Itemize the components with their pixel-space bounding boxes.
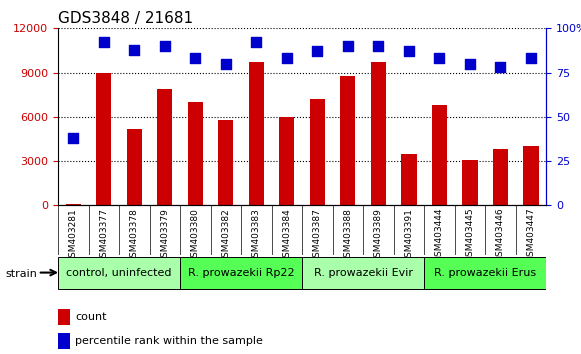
Text: GSM403378: GSM403378	[130, 208, 139, 263]
Text: GSM403389: GSM403389	[374, 208, 383, 263]
Point	[374, 43, 383, 49]
FancyBboxPatch shape	[424, 257, 546, 289]
Point	[526, 56, 536, 61]
Text: GSM403383: GSM403383	[252, 208, 261, 263]
Bar	[58, 333, 70, 349]
Bar	[371, 62, 386, 205]
Bar	[493, 149, 508, 205]
Point	[465, 61, 475, 67]
Text: control, uninfected: control, uninfected	[66, 268, 172, 278]
Point	[221, 61, 231, 67]
Text: R. prowazekii Erus: R. prowazekii Erus	[434, 268, 536, 278]
Point	[252, 40, 261, 45]
Point	[160, 43, 170, 49]
Text: GSM403382: GSM403382	[221, 208, 230, 263]
Point	[282, 56, 292, 61]
Text: strain: strain	[6, 269, 38, 279]
Bar	[58, 309, 70, 325]
Bar	[523, 146, 539, 205]
Text: GSM403444: GSM403444	[435, 208, 444, 262]
FancyBboxPatch shape	[58, 257, 180, 289]
Text: GDS3848 / 21681: GDS3848 / 21681	[58, 11, 193, 26]
Bar	[462, 160, 478, 205]
Point	[99, 40, 109, 45]
Bar	[310, 99, 325, 205]
Text: GSM403445: GSM403445	[465, 208, 474, 262]
Text: GSM403379: GSM403379	[160, 208, 169, 263]
Text: GSM403380: GSM403380	[191, 208, 200, 263]
Text: GSM403281: GSM403281	[69, 208, 78, 263]
Text: count: count	[75, 312, 107, 322]
Bar	[218, 120, 234, 205]
Point	[191, 56, 200, 61]
Text: percentile rank within the sample: percentile rank within the sample	[75, 336, 263, 346]
Bar	[340, 75, 356, 205]
Bar	[157, 89, 173, 205]
Text: GSM403447: GSM403447	[526, 208, 535, 262]
Bar	[96, 73, 112, 205]
FancyBboxPatch shape	[180, 257, 302, 289]
Bar	[432, 105, 447, 205]
Point	[130, 47, 139, 52]
Text: GSM403387: GSM403387	[313, 208, 322, 263]
Point	[435, 56, 444, 61]
FancyBboxPatch shape	[302, 257, 424, 289]
Bar	[279, 117, 295, 205]
Text: GSM403384: GSM403384	[282, 208, 291, 263]
Bar	[401, 154, 417, 205]
Point	[496, 64, 505, 70]
Bar	[127, 129, 142, 205]
Bar	[249, 62, 264, 205]
Text: GSM403377: GSM403377	[99, 208, 108, 263]
Bar	[188, 102, 203, 205]
Text: GSM403388: GSM403388	[343, 208, 352, 263]
Text: R. prowazekii Evir: R. prowazekii Evir	[314, 268, 413, 278]
Text: GSM403391: GSM403391	[404, 208, 413, 263]
Point	[343, 43, 353, 49]
Bar	[66, 204, 81, 205]
Text: R. prowazekii Rp22: R. prowazekii Rp22	[188, 268, 295, 278]
Point	[69, 135, 78, 141]
Point	[313, 48, 322, 54]
Text: GSM403446: GSM403446	[496, 208, 505, 262]
Point	[404, 48, 414, 54]
